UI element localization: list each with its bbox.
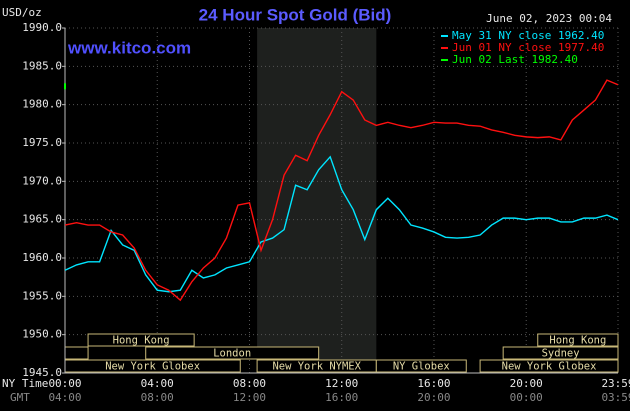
y-tick-label: 1960.0 xyxy=(22,251,62,264)
session-label: NY Globex xyxy=(393,361,450,373)
y-tick-label: 1965.0 xyxy=(22,213,62,226)
x2-tick-label: 03:59 xyxy=(601,391,630,404)
x-row-label: NY Time xyxy=(2,377,48,390)
price-line xyxy=(64,79,619,302)
session-label: Hong Kong xyxy=(113,335,170,347)
legend-label: Jun 02 Last 1982.40 xyxy=(452,53,578,66)
x-tick-label: 16:00 xyxy=(417,377,450,390)
session-box xyxy=(64,346,89,360)
y-tick-label: 1980.0 xyxy=(22,98,62,111)
x-tick-label: 12:00 xyxy=(325,377,358,390)
x-tick-label: 20:00 xyxy=(510,377,543,390)
session-box xyxy=(537,333,619,347)
x-tick-label: 04:00 xyxy=(141,377,174,390)
session-label: Hong Kong xyxy=(549,335,606,347)
x2-tick-label: 00:00 xyxy=(510,391,543,404)
session-label: London xyxy=(213,348,251,360)
session-label: New York Globex xyxy=(502,361,597,373)
y-tick-label: 1990.0 xyxy=(22,21,62,34)
timestamp: June 02, 2023 00:04 xyxy=(486,12,612,25)
session-box xyxy=(479,359,619,373)
legend-label: May 31 NY close 1962.40 xyxy=(452,29,604,42)
session-box xyxy=(375,359,467,373)
unit-label: USD/oz xyxy=(2,6,42,19)
x2-tick-label: 12:00 xyxy=(233,391,266,404)
site-url: www.kitco.com xyxy=(67,38,191,57)
session-highlight xyxy=(257,28,377,373)
y-tick-label: 1975.0 xyxy=(22,136,62,149)
session-label: Sydney xyxy=(542,348,580,360)
y-tick-label: 1955.0 xyxy=(22,289,62,302)
session-box xyxy=(87,333,195,347)
session-label: New York NYMEX xyxy=(272,361,361,373)
x-tick-label: 00:00 xyxy=(48,377,81,390)
x2-tick-label: 04:00 xyxy=(48,391,81,404)
session-box xyxy=(502,346,619,360)
x2-row-label: GMT xyxy=(10,391,30,404)
price-line xyxy=(64,155,619,293)
y-tick-label: 1985.0 xyxy=(22,59,62,72)
y-tick-label: 1945.0 xyxy=(22,366,62,379)
x2-tick-label: 20:00 xyxy=(417,391,450,404)
session-box xyxy=(145,346,320,360)
price-point xyxy=(64,83,66,90)
x-tick-label: 08:00 xyxy=(233,377,266,390)
chart-title: 24 Hour Spot Gold (Bid) xyxy=(199,5,392,24)
x-tick-label: 23:59 xyxy=(601,377,630,390)
y-tick-label: 1950.0 xyxy=(22,328,62,341)
x2-tick-label: 16:00 xyxy=(325,391,358,404)
y-tick-label: 1970.0 xyxy=(22,174,62,187)
legend-label: Jun 01 NY close 1977.40 xyxy=(452,41,604,54)
session-label: New York Globex xyxy=(105,361,200,373)
x2-tick-label: 08:00 xyxy=(141,391,174,404)
